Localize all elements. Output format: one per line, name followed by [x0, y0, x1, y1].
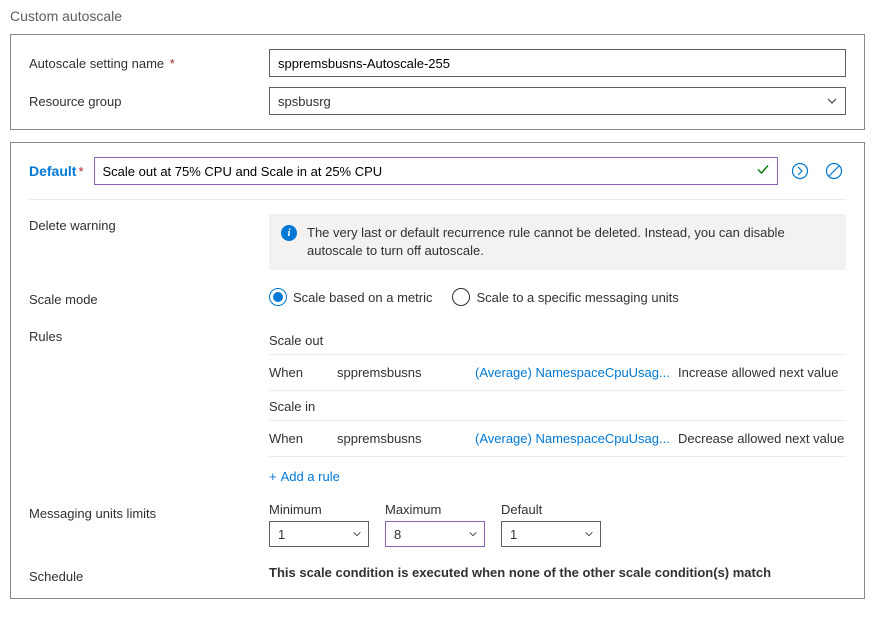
resource-group-value: spsbusrg: [278, 94, 331, 109]
next-button[interactable]: [788, 159, 812, 183]
delete-warning-text: The very last or default recurrence rule…: [307, 224, 834, 260]
default-label: Default*: [29, 163, 84, 179]
def-select[interactable]: 1: [501, 521, 601, 547]
chevron-down-icon: [352, 529, 362, 539]
min-label: Minimum: [269, 502, 369, 517]
def-label: Default: [501, 502, 601, 517]
page-title: Custom autoscale: [10, 8, 865, 24]
max-select[interactable]: 8: [385, 521, 485, 547]
resource-group-label: Resource group: [29, 94, 269, 109]
limits-label: Messaging units limits: [29, 502, 269, 521]
rule-metric-link[interactable]: (Average) NamespaceCpuUsag...: [475, 365, 670, 380]
delete-warning-banner: i The very last or default recurrence ru…: [269, 214, 846, 270]
schedule-label: Schedule: [29, 565, 269, 584]
scale-mode-label: Scale mode: [29, 288, 269, 307]
disable-button[interactable]: [822, 159, 846, 183]
rule-row-in[interactable]: When sppremsbusns (Average) NamespaceCpu…: [269, 421, 846, 457]
rule-metric-link[interactable]: (Average) NamespaceCpuUsag...: [475, 431, 670, 446]
settings-panel: Autoscale setting name * Resource group …: [10, 34, 865, 130]
setting-name-label: Autoscale setting name *: [29, 56, 269, 71]
add-rule-link[interactable]: + Add a rule: [269, 469, 340, 484]
schedule-text: This scale condition is executed when no…: [269, 565, 846, 580]
max-label: Maximum: [385, 502, 485, 517]
condition-name-input[interactable]: [94, 157, 778, 185]
scale-out-header: Scale out: [269, 325, 846, 355]
scale-mode-specific-radio[interactable]: Scale to a specific messaging units: [452, 288, 678, 306]
chevron-down-icon: [584, 529, 594, 539]
condition-panel: Default* Delete warning i The very last …: [10, 142, 865, 599]
chevron-down-icon: [468, 529, 478, 539]
setting-name-input[interactable]: [269, 49, 846, 77]
scale-mode-metric-radio[interactable]: Scale based on a metric: [269, 288, 432, 306]
plus-icon: +: [269, 469, 277, 484]
delete-warning-label: Delete warning: [29, 214, 269, 233]
min-select[interactable]: 1: [269, 521, 369, 547]
info-icon: i: [281, 225, 297, 241]
check-icon: [756, 163, 770, 180]
scale-in-header: Scale in: [269, 391, 846, 421]
resource-group-select[interactable]: spsbusrg: [269, 87, 846, 115]
rules-label: Rules: [29, 325, 269, 344]
rule-row-out[interactable]: When sppremsbusns (Average) NamespaceCpu…: [269, 355, 846, 391]
